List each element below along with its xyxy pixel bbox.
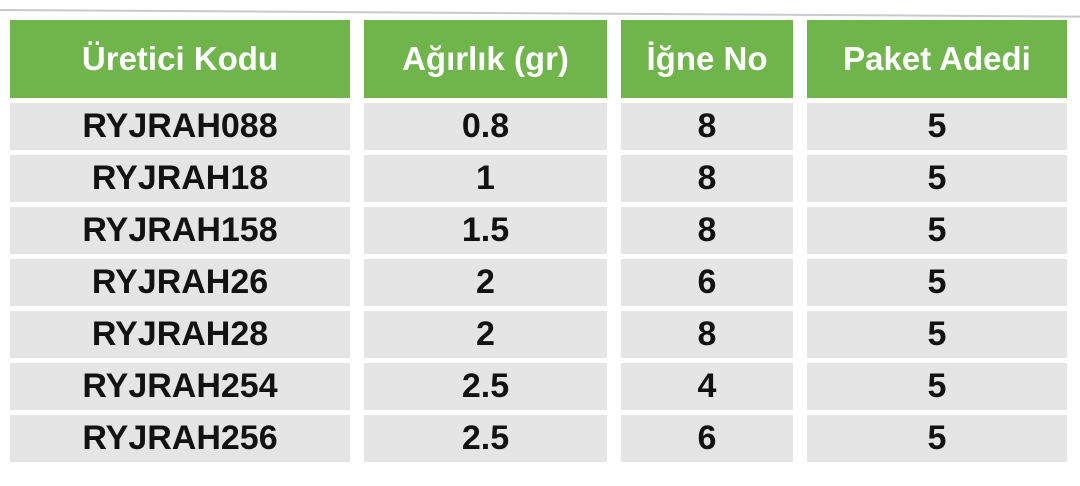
column-header-package-count: Paket Adedi [807,20,1067,98]
cell-needle-no: 8 [621,155,793,202]
cell-package-count: 5 [807,155,1067,202]
cell-needle-no: 4 [621,363,793,410]
cell-code: RYJRAH088 [10,103,350,150]
cell-package-count: 5 [807,415,1067,462]
cell-code: RYJRAH18 [10,155,350,202]
cell-code: RYJRAH254 [10,363,350,410]
cell-weight: 2.5 [364,363,607,410]
cell-needle-no: 6 [621,415,793,462]
cell-weight: 2 [364,311,607,358]
cell-code: RYJRAH158 [10,207,350,254]
cell-needle-no: 8 [621,311,793,358]
top-hairline [0,9,1080,18]
cell-weight: 1.5 [364,207,607,254]
cell-code: RYJRAH28 [10,311,350,358]
cell-package-count: 5 [807,259,1067,306]
cell-package-count: 5 [807,207,1067,254]
cell-needle-no: 8 [621,103,793,150]
cell-package-count: 5 [807,103,1067,150]
cell-weight: 0.8 [364,103,607,150]
cell-code: RYJRAH256 [10,415,350,462]
cell-needle-no: 6 [621,259,793,306]
column-header-needle-no: İğne No [621,20,793,98]
cell-code: RYJRAH26 [10,259,350,306]
column-header-manufacturer-code: Üretici Kodu [10,20,350,98]
cell-package-count: 5 [807,363,1067,410]
product-spec-table: Üretici Kodu Ağırlık (gr) İğne No Paket … [10,20,1067,462]
cell-weight: 1 [364,155,607,202]
cell-weight: 2.5 [364,415,607,462]
column-header-weight: Ağırlık (gr) [364,20,607,98]
cell-package-count: 5 [807,311,1067,358]
cell-weight: 2 [364,259,607,306]
cell-needle-no: 8 [621,207,793,254]
